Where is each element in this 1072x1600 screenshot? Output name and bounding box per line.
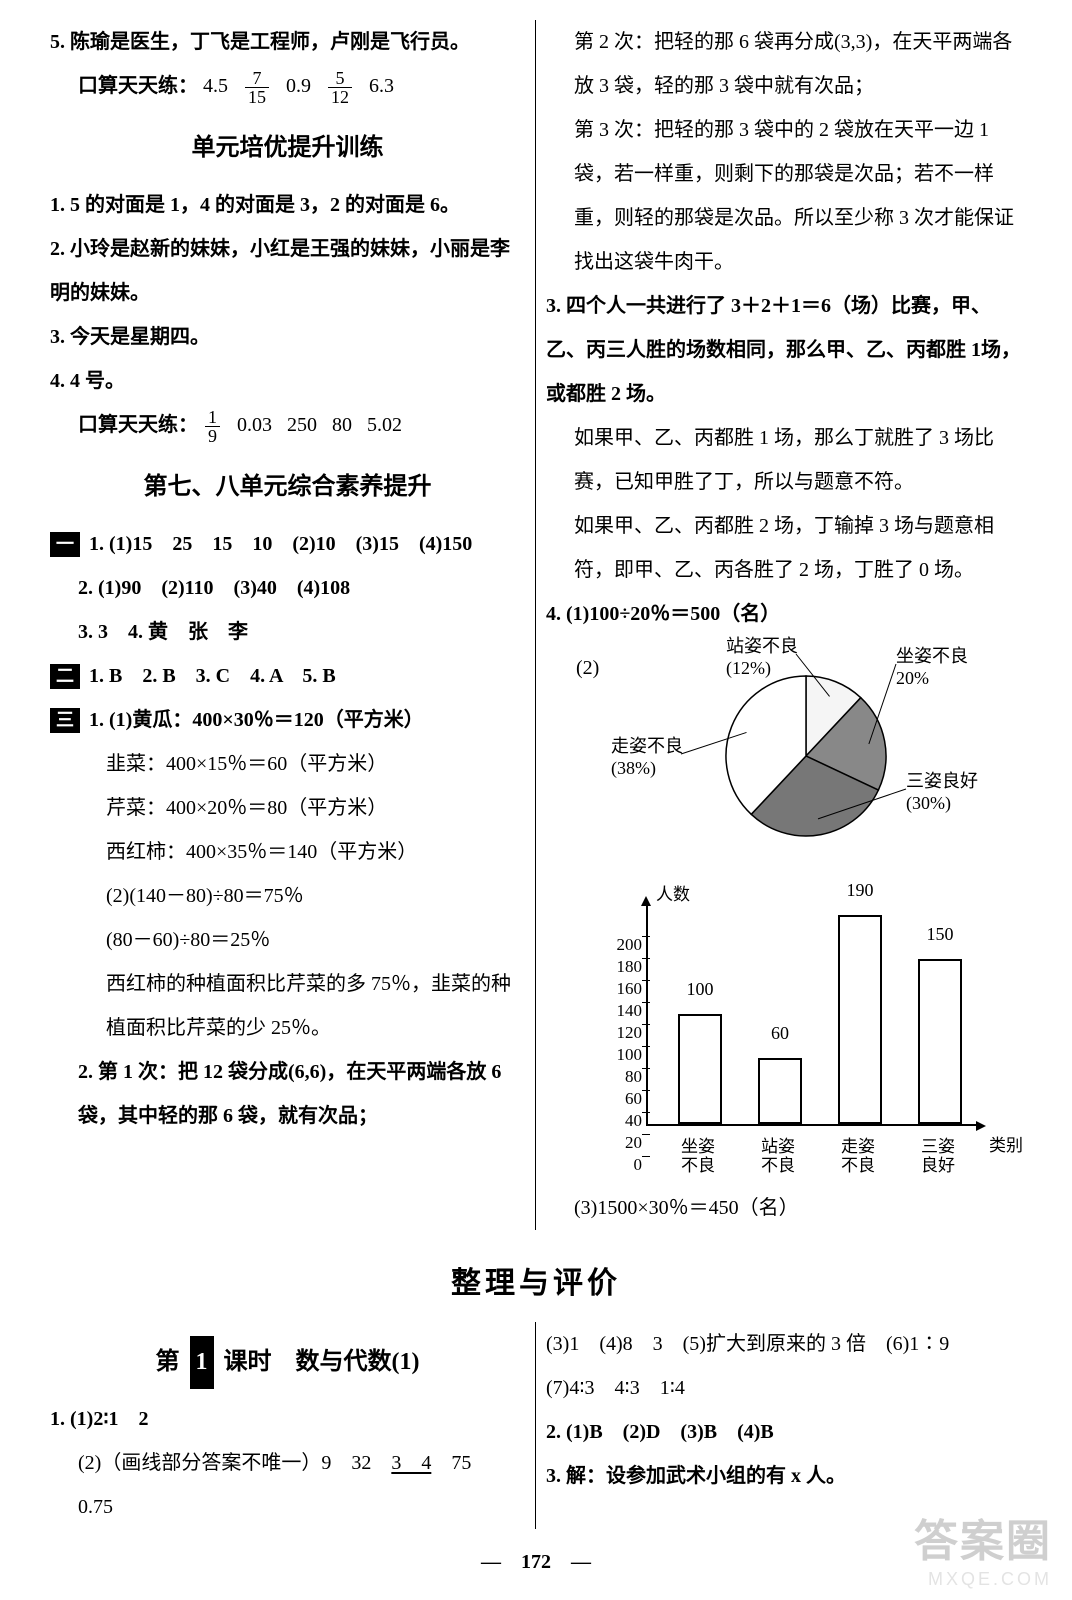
sec3-q2a: 2. 第 1 次：把 12 袋分成(6,6)，在天平两端各放 6袋，其中轻的那 …	[50, 1050, 525, 1138]
kousuan2-label: 口算天天练：	[78, 414, 198, 436]
bar-xlabel: 走姿不良	[828, 1137, 888, 1176]
kousuan1-label: 口算天天练：	[78, 75, 198, 97]
u4: 4. 4 号。	[50, 359, 525, 403]
bar-value: 60	[750, 1014, 810, 1054]
sec1-l3: 3. 3 4. 黄 张 李	[50, 610, 525, 654]
watermark: 答案圈 MXQE.COM	[914, 1505, 1052, 1590]
sec3-l6: (80－60)÷80＝25％	[50, 918, 525, 962]
review-right: (3)1 (4)8 3 (5)扩大到原来的 3 倍 (6)1∶9 (7)4∶3 …	[536, 1322, 1032, 1529]
right-column: 第 2 次：把轻的那 6 袋再分成(3,3)，在天平两端各放 3 袋，轻的那 3…	[536, 20, 1032, 1230]
r-q3-1: 如果甲、乙、丙都胜 1 场，那么丁就胜了 3 场比赛，已知甲胜了丁，所以与题意不…	[546, 416, 1022, 504]
pie-label: 走姿不良(38%)	[611, 736, 683, 779]
sec1-l2: 2. (1)90 (2)110 (3)40 (4)108	[50, 566, 525, 610]
bar-value: 100	[670, 970, 730, 1010]
sec3-row: 三 1. (1)黄瓜：400×30％＝120（平方米）	[50, 698, 525, 742]
bar-area: 10060190150	[646, 906, 976, 1126]
rl-l3: 0.75	[50, 1485, 525, 1529]
upper-columns: 5. 陈瑜是医生，丁飞是工程师，卢刚是飞行员。 口算天天练： 4.5 715 0…	[40, 20, 1032, 1230]
sec3-l5: (2)(140－80)÷80＝75％	[50, 874, 525, 918]
bar-value: 190	[830, 871, 890, 911]
pie-label: 三姿良好(30%)	[906, 771, 978, 814]
r-cont-0: 第 2 次：把轻的那 6 袋再分成(3,3)，在天平两端各放 3 袋，轻的那 3…	[546, 20, 1022, 108]
q5: 5. 陈瑜是医生，丁飞是工程师，卢刚是飞行员。	[50, 20, 525, 64]
k2v3: 80	[332, 414, 352, 436]
k1v3-frac: 512	[328, 69, 352, 106]
r-q3-2: 如果甲、乙、丙都胜 2 场，丁输掉 3 场与题意相符，即甲、乙、丙各胜了 2 场…	[546, 504, 1022, 592]
r-cont-1: 第 3 次：把轻的那 3 袋中的 2 袋放在天平一边 1袋，若一样重，则剩下的那…	[546, 108, 1022, 284]
rr-l2: (7)4∶3 4∶3 1∶4	[546, 1366, 1022, 1410]
k2v2: 250	[287, 414, 317, 436]
k2v0-frac: 19	[205, 408, 220, 445]
sec3-l3: 芹菜：400×20％＝80（平方米）	[50, 786, 525, 830]
pie-label: 坐姿不良20%	[896, 646, 968, 689]
lesson-post: 课时 数与代数(1)	[224, 1349, 420, 1375]
kousuan1: 口算天天练： 4.5 715 0.9 512 6.3	[50, 64, 525, 108]
rr-l1: (3)1 (4)8 3 (5)扩大到原来的 3 倍 (6)1∶9	[546, 1322, 1022, 1366]
k1v1-frac: 715	[245, 69, 269, 106]
rl-l2: (2)（画线部分答案不唯一）9 32 3 4 75	[50, 1441, 525, 1485]
k1v4: 6.3	[369, 75, 394, 97]
lesson-title: 第 1 课时 数与代数(1)	[50, 1336, 525, 1389]
bar-xlabel: 三姿良好	[908, 1137, 968, 1176]
bar	[758, 1058, 802, 1124]
lesson-num: 1	[190, 1336, 214, 1389]
title2: 第七、八单元综合素养提升	[50, 461, 525, 514]
title1: 单元培优提升训练	[50, 122, 525, 175]
sec1-l1: 1. (1)15 25 15 10 (2)10 (3)15 (4)150	[89, 533, 472, 555]
sec2: 1. B 2. B 3. C 4. A 5. B	[89, 665, 336, 687]
r-q3-0: 3. 四个人一共进行了 3＋2＋1＝6（场）比赛，甲、乙、丙三人胜的场数相同，那…	[546, 284, 1022, 416]
rl-l2-u: 3 4	[391, 1452, 431, 1474]
bar	[918, 959, 962, 1124]
bar-xlabel: 坐姿不良	[668, 1137, 728, 1176]
rl-l2-post: 75	[431, 1452, 471, 1474]
sec2-row: 二 1. B 2. B 3. C 4. A 5. B	[50, 654, 525, 698]
ytick: 200	[606, 926, 642, 963]
sec3-l4: 西红柿：400×35％＝140（平方米）	[50, 830, 525, 874]
sec3-l1: 1. (1)黄瓜：400×30％＝120（平方米）	[89, 709, 424, 731]
marker-3: 三	[50, 708, 80, 733]
k1v0: 4.5	[203, 75, 228, 97]
bar	[838, 915, 882, 1124]
bar-xlabel: 站姿不良	[748, 1137, 808, 1176]
u3: 3. 今天是星期四。	[50, 315, 525, 359]
rr-l4: 3. 解：设参加武术小组的有 x 人。	[546, 1454, 1022, 1498]
k1v2: 0.9	[286, 75, 311, 97]
watermark-small: MXQE.COM	[914, 1569, 1052, 1590]
bar-xlabel-extra: 类别	[976, 1136, 1036, 1156]
review-left: 第 1 课时 数与代数(1) 1. (1)2∶1 2 (2)（画线部分答案不唯一…	[40, 1322, 536, 1529]
bar	[678, 1014, 722, 1124]
r-q4-3: (3)1500×30％＝450（名）	[546, 1186, 1022, 1230]
review-title: 整理与评价	[40, 1258, 1032, 1302]
rl-l1: 1. (1)2∶1 2	[50, 1397, 525, 1441]
lesson-pre: 第	[156, 1349, 180, 1375]
r-q4-1: 4. (1)100÷20％＝500（名）	[546, 592, 1022, 636]
kousuan2: 口算天天练： 19 0.03 250 80 5.02	[50, 403, 525, 447]
k2v1: 0.03	[237, 414, 272, 436]
pie-prefix: (2)	[576, 646, 599, 690]
page-number: — 172 —	[40, 1545, 1032, 1574]
review-columns: 第 1 课时 数与代数(1) 1. (1)2∶1 2 (2)（画线部分答案不唯一…	[40, 1322, 1032, 1529]
sec3-l7: 西红柿的种植面积比芹菜的多 75％，韭菜的种植面积比芹菜的少 25％。	[50, 962, 525, 1050]
marker-1: 一	[50, 532, 80, 557]
bar-chart: 人数 0204060801001201401601802001006019015…	[576, 876, 996, 1186]
watermark-big: 答案圈	[914, 1505, 1052, 1569]
pie-chart: (2) 站姿不良(12%) 坐姿不良20% 三姿良好(30%) 走姿不良(38%)	[576, 636, 996, 876]
bar-value: 150	[910, 915, 970, 955]
rl-l2-pre: (2)（画线部分答案不唯一）9 32	[78, 1452, 391, 1474]
marker-2: 二	[50, 664, 80, 689]
u2: 2. 小玲是赵新的妹妹，小红是王强的妹妹，小丽是李明的妹妹。	[50, 227, 525, 315]
sec3-l2: 韭菜：400×15％＝60（平方米）	[50, 742, 525, 786]
left-column: 5. 陈瑜是医生，丁飞是工程师，卢刚是飞行员。 口算天天练： 4.5 715 0…	[40, 20, 536, 1230]
pie-label: 站姿不良(12%)	[726, 636, 798, 679]
k2v4: 5.02	[367, 414, 402, 436]
u1: 1. 5 的对面是 1，4 的对面是 3，2 的对面是 6。	[50, 183, 525, 227]
rr-l3: 2. (1)B (2)D (3)B (4)B	[546, 1410, 1022, 1454]
sec1-row: 一 1. (1)15 25 15 10 (2)10 (3)15 (4)150	[50, 522, 525, 566]
